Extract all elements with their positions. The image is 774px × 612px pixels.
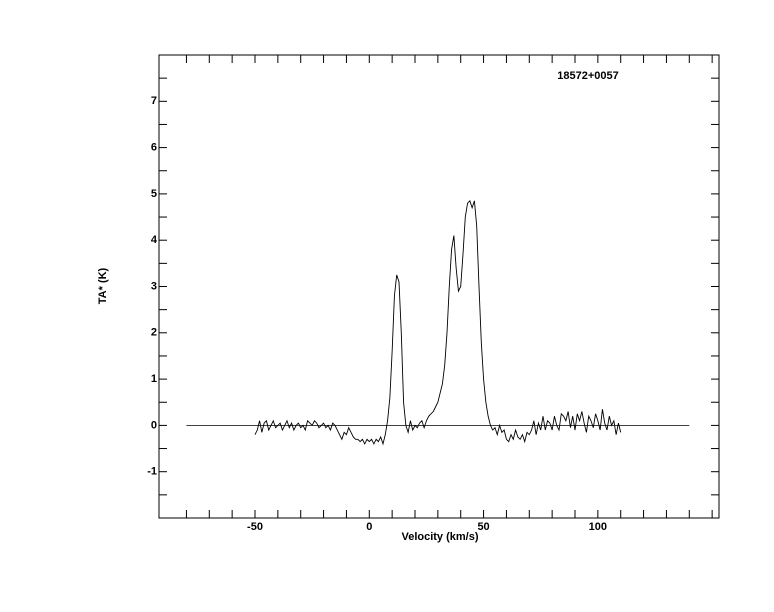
y-tick-label: 7 [151, 95, 157, 107]
y-tick-label: 1 [151, 373, 157, 385]
x-tick-label: 50 [477, 521, 489, 533]
annotation: 18572+0057 [557, 70, 618, 82]
plot-frame [158, 54, 720, 519]
spectrum-line [254, 200, 622, 446]
y-tick-label: 3 [151, 280, 157, 292]
y-tick-label: -1 [147, 466, 157, 478]
y-tick-label: 4 [151, 234, 158, 246]
x-tick-label: 100 [589, 521, 607, 533]
y-tick-label: 5 [151, 188, 157, 200]
x-tick-label: 0 [366, 521, 372, 533]
y-tick-label: 2 [151, 327, 157, 339]
y-tick-label: 0 [151, 419, 157, 431]
y-axis-label: TA* (K) [97, 267, 109, 304]
y-tick-label: 6 [151, 142, 157, 154]
x-tick-label: -50 [247, 521, 263, 533]
x-axis-label: Velocity (km/s) [401, 531, 478, 543]
